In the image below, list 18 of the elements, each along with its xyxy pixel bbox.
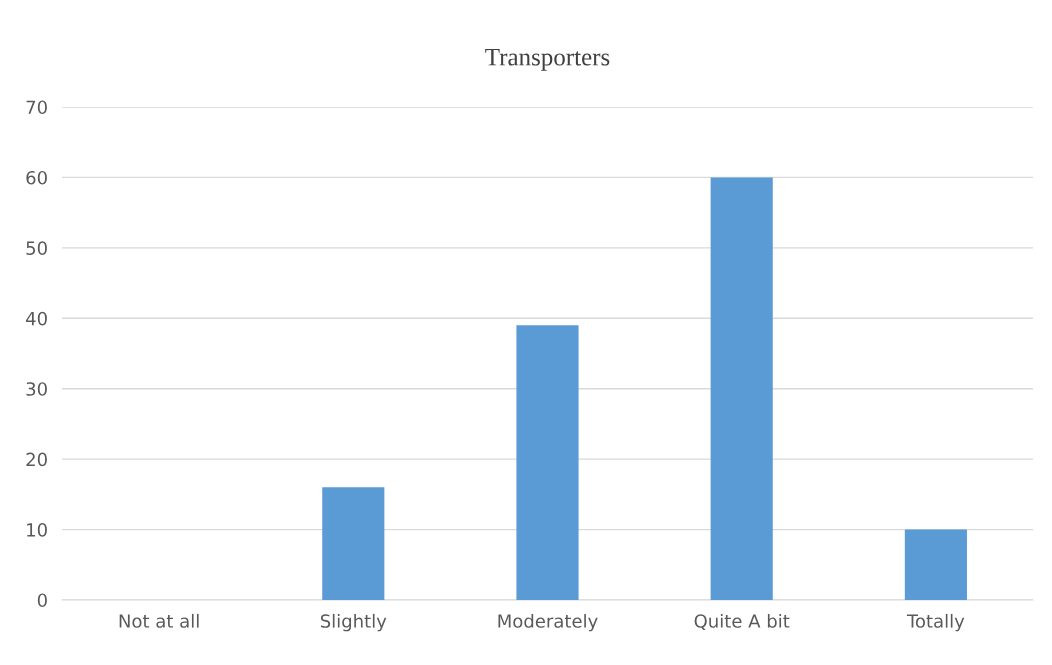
y-tick-label: 20 <box>26 452 47 467</box>
y-tick-label: 10 <box>27 523 47 537</box>
x-tick-label: Slightly <box>320 613 387 632</box>
bar <box>904 529 967 600</box>
x-tick-label: Not at all <box>119 613 199 628</box>
chart-title: Transporters <box>485 48 610 71</box>
y-tick-label: 50 <box>26 241 47 255</box>
y-tick-label: 60 <box>26 170 47 185</box>
y-tick-label: 70 <box>26 100 47 115</box>
bar <box>710 177 773 600</box>
x-tick-label: Moderately <box>498 613 598 632</box>
y-tick-label: 30 <box>26 382 47 396</box>
y-tick-label: 40 <box>26 311 47 326</box>
y-tick-label: 0 <box>37 593 47 608</box>
x-tick-label: Quite A bit <box>694 613 790 630</box>
x-tick-label: Totally <box>906 613 965 632</box>
bar <box>516 325 579 600</box>
bar <box>322 487 385 600</box>
